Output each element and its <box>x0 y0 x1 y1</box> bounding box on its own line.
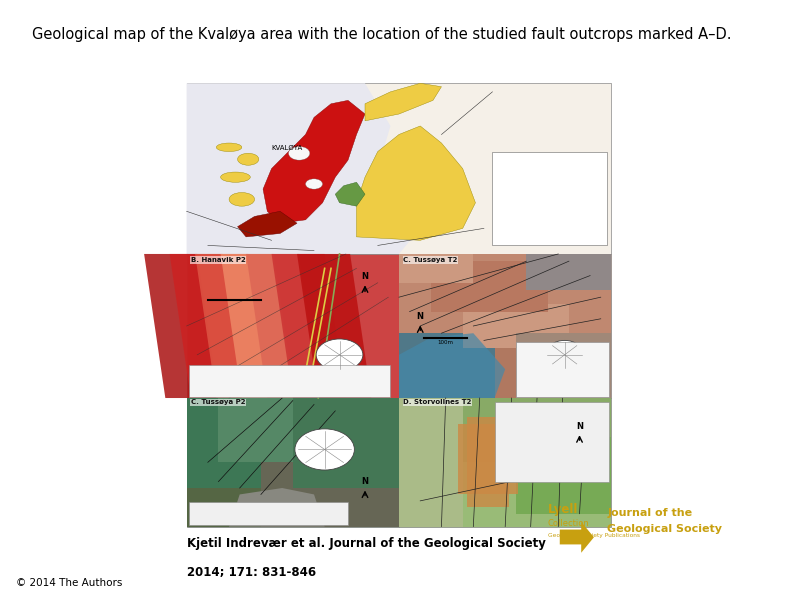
Bar <box>187 488 261 527</box>
Bar <box>187 83 611 254</box>
Text: D. Storvollnes T2: D. Storvollnes T2 <box>403 399 472 405</box>
Text: KVALØYA: KVALØYA <box>272 145 303 151</box>
Text: Geological Society: Geological Society <box>607 524 723 534</box>
Polygon shape <box>560 522 594 553</box>
Bar <box>399 398 611 462</box>
Text: Kjetil Indrevær et al. Journal of the Geological Society: Kjetil Indrevær et al. Journal of the Ge… <box>187 537 545 550</box>
Polygon shape <box>272 254 346 398</box>
Polygon shape <box>187 83 420 254</box>
Bar <box>189 502 348 525</box>
Ellipse shape <box>221 172 250 182</box>
Ellipse shape <box>288 146 310 160</box>
Bar <box>516 333 611 398</box>
Ellipse shape <box>295 429 354 470</box>
Polygon shape <box>365 83 441 121</box>
Bar <box>189 365 391 397</box>
Polygon shape <box>170 254 244 398</box>
Bar <box>399 254 611 398</box>
Text: Lyell: Lyell <box>548 503 578 516</box>
Text: N: N <box>361 477 368 486</box>
Polygon shape <box>246 254 321 398</box>
Text: C. Tussøya P2: C. Tussøya P2 <box>191 399 245 405</box>
Bar <box>399 462 611 527</box>
Text: B. Hanavik P2: B. Hanavik P2 <box>191 257 245 263</box>
Bar <box>218 398 293 462</box>
Bar <box>526 254 611 290</box>
Bar <box>293 398 399 488</box>
Ellipse shape <box>229 193 255 206</box>
Text: N: N <box>361 272 368 281</box>
Text: 2014; 171: 831-846: 2014; 171: 831-846 <box>187 566 316 579</box>
Bar <box>399 398 611 527</box>
Text: N: N <box>576 422 583 431</box>
Ellipse shape <box>316 339 363 371</box>
Text: Geological map of the Kvaløya area with the location of the studied fault outcro: Geological map of the Kvaløya area with … <box>32 27 731 42</box>
Bar <box>516 342 609 397</box>
Bar <box>261 462 399 527</box>
Polygon shape <box>229 488 325 527</box>
Polygon shape <box>297 254 372 398</box>
Bar <box>492 152 607 245</box>
Text: Geological Society Publications: Geological Society Publications <box>548 534 640 538</box>
Bar <box>516 437 611 513</box>
Polygon shape <box>399 333 505 398</box>
Text: C. Tussøya T2: C. Tussøya T2 <box>403 257 457 263</box>
Text: N: N <box>417 312 424 321</box>
Text: Journal of the: Journal of the <box>607 508 692 518</box>
Ellipse shape <box>237 154 259 165</box>
Polygon shape <box>357 126 476 240</box>
Polygon shape <box>335 182 365 206</box>
Text: Collection: Collection <box>548 519 590 528</box>
Bar <box>187 254 399 398</box>
Bar <box>187 398 399 527</box>
Bar <box>399 254 473 283</box>
Bar <box>495 402 609 481</box>
Bar <box>467 417 510 508</box>
Text: © 2014 The Authors: © 2014 The Authors <box>16 578 122 588</box>
Bar <box>399 254 611 333</box>
Polygon shape <box>195 254 269 398</box>
Polygon shape <box>221 254 295 398</box>
Bar <box>399 398 463 527</box>
Bar <box>187 398 293 488</box>
Ellipse shape <box>306 179 322 189</box>
Ellipse shape <box>216 143 242 152</box>
Text: 100m: 100m <box>437 340 453 346</box>
Bar <box>399 333 495 398</box>
Bar <box>431 261 548 312</box>
Polygon shape <box>237 211 297 237</box>
Polygon shape <box>263 101 365 223</box>
Polygon shape <box>145 254 218 398</box>
Bar <box>458 424 518 494</box>
Ellipse shape <box>545 340 584 369</box>
Bar <box>463 305 569 347</box>
